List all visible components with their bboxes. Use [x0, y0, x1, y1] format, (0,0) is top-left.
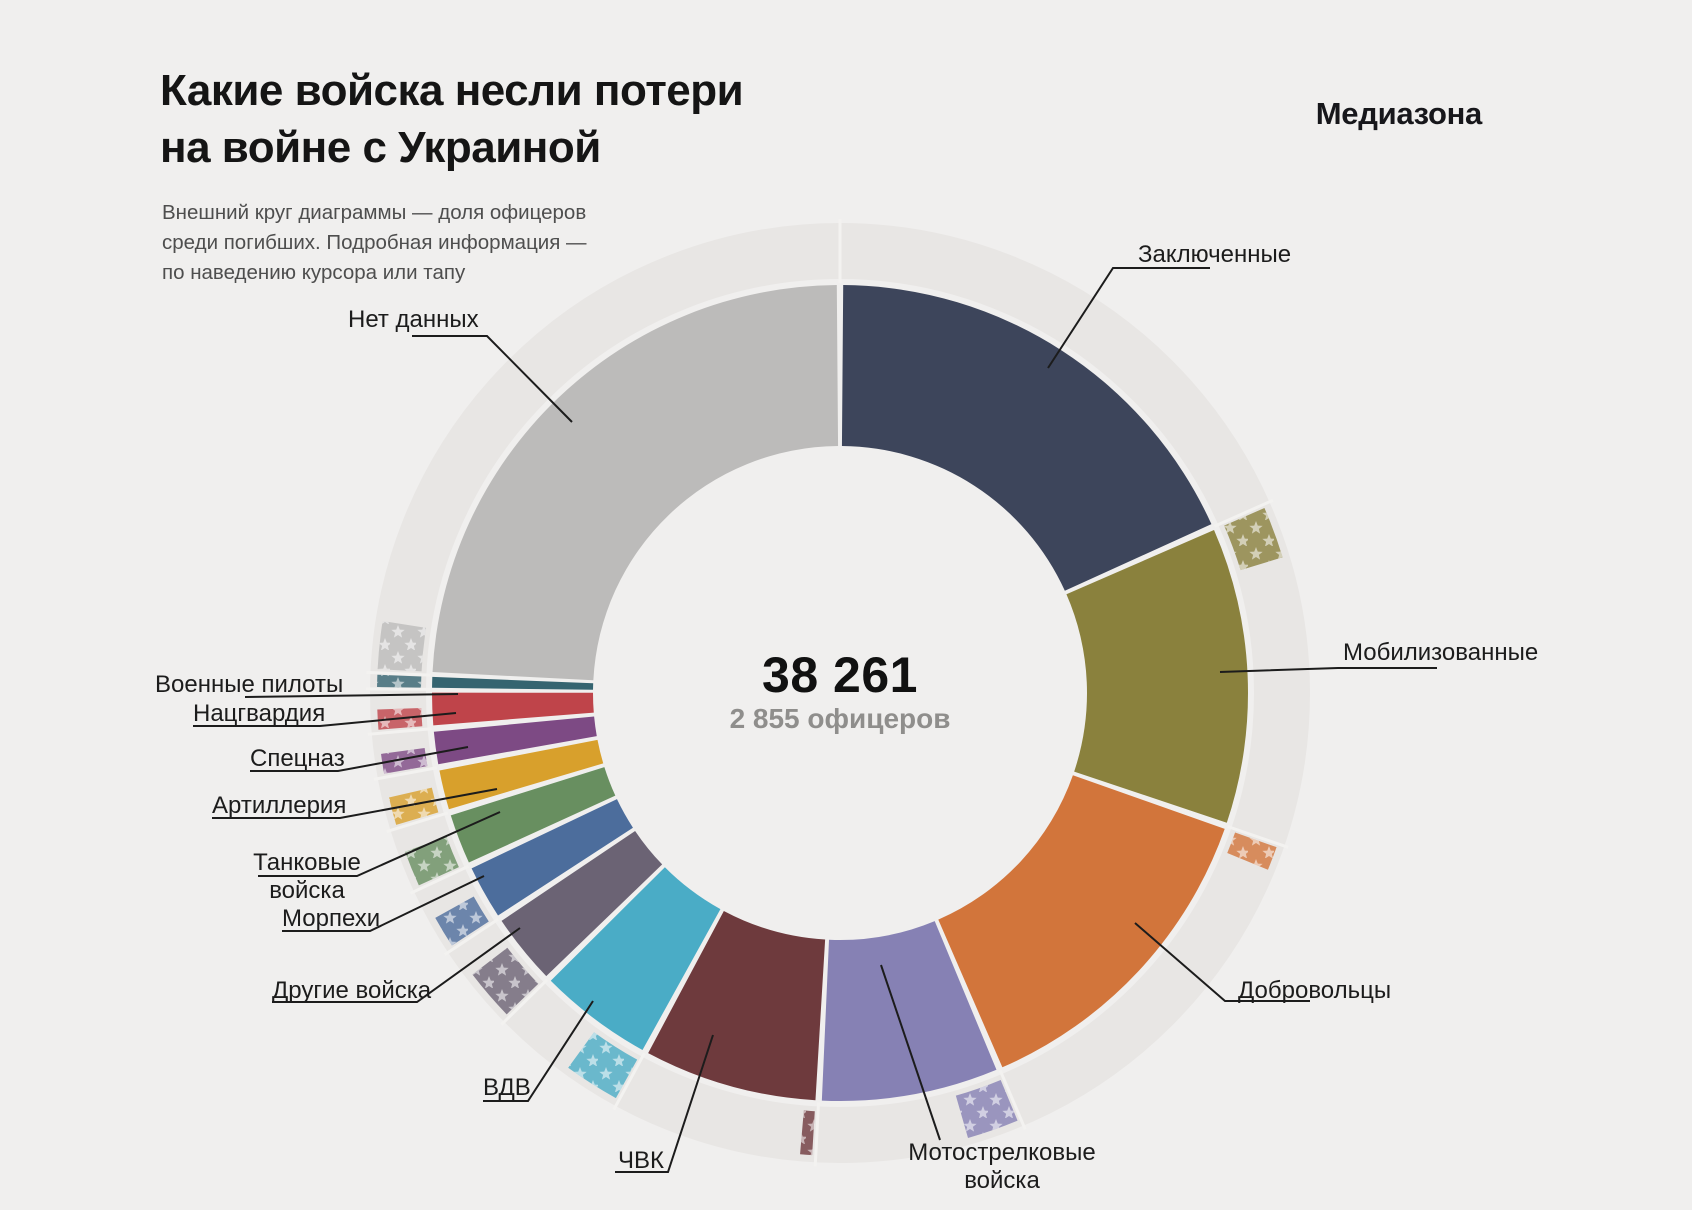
pointer-военные-пилоты [244, 693, 459, 698]
track-separator [366, 670, 431, 677]
pointer-нет-данных [412, 335, 573, 423]
label-мотострелковые-войска-line2: войска [964, 1167, 1040, 1194]
officer-ring-track [366, 219, 1310, 1167]
pointer-артиллерия [212, 788, 498, 819]
page-title: Какие войска несли потери на войне с Укр… [160, 62, 744, 176]
label-нацгвардия: Нацгвардия [193, 700, 325, 727]
segment-военные-пилоты[interactable] [432, 676, 594, 690]
pointer-мотострелковые-войска [880, 964, 941, 1141]
track-separator [1227, 825, 1289, 849]
chart-subtitle: Внешний круг диаграммы — доля офицеров с… [162, 198, 587, 288]
segment-другие-войска[interactable] [501, 830, 663, 977]
label-мотострелковые-войска-line1: Мотострелковые [908, 1139, 1096, 1166]
track-separator [373, 766, 438, 781]
track-separator [409, 864, 470, 895]
label-танковые-войска-line1: Танковые [253, 849, 361, 876]
officer-arc-stars-морпехи [435, 896, 489, 946]
total-deaths-value: 38 261 [762, 647, 918, 703]
track-separator [367, 727, 432, 736]
pointer-вдв [483, 1000, 594, 1102]
segment-нет-данных[interactable] [432, 285, 839, 681]
track-separator [443, 918, 499, 956]
segment-нацгвардия[interactable] [432, 692, 594, 726]
label-танковые-войска-line2: войска [269, 877, 345, 904]
segment-добровольцы[interactable] [938, 775, 1225, 1068]
track-separator [386, 811, 449, 834]
chart-subtitle-line1: Внешний круг диаграммы — доля офицеров [162, 201, 587, 224]
officer-arc-stars-спецназ [381, 748, 428, 774]
segment-чвк[interactable] [648, 910, 826, 1101]
officer-arc-stars-мобилизованные [1224, 508, 1283, 571]
officer-arc-stars-чвк [800, 1110, 815, 1156]
mediazona-logo: Медиазона [1315, 96, 1483, 131]
pointer-чвк [615, 1034, 714, 1173]
track-separator [366, 687, 431, 691]
officer-arc-stars-артиллерия [388, 787, 439, 825]
segment-танковые-войска[interactable] [450, 767, 616, 863]
segment-морпехи[interactable] [471, 799, 633, 916]
pointer-заключенные [1047, 267, 1210, 369]
label-вдв: ВДВ [483, 1074, 531, 1101]
track-separator [813, 1102, 821, 1167]
total-officers-value: 2 855 офицеров [729, 703, 951, 734]
pointer-танковые-войска [258, 811, 501, 877]
label-мобилизованные: Мобилизованные [1343, 639, 1538, 666]
track-separator [500, 978, 549, 1026]
chart-subtitle-line3: по наведению курсора или тапу [162, 261, 466, 284]
pointer-мобилизованные [1219, 667, 1437, 673]
label-военные-пилоты: Военные пилоты [155, 671, 343, 698]
label-pointer-lines [193, 267, 1437, 1173]
donut-segments [432, 285, 1249, 1101]
label-добровольцы: Добровольцы [1238, 977, 1391, 1004]
segment-вдв[interactable] [550, 867, 721, 1051]
segment-мотострелковые-войска[interactable] [821, 921, 997, 1101]
segment-мобилизованные[interactable] [1066, 529, 1249, 823]
officer-arc-stars-другие-войска [472, 947, 539, 1015]
chart-subtitle-line2: среди погибших. Подробная информация — [162, 231, 587, 254]
officer-arc-stars-мотострелковые-войска [955, 1079, 1018, 1138]
label-заключенные: Заключенные [1138, 241, 1291, 268]
pointer-нацгвардия [193, 712, 457, 727]
officer-arc-stars-добровольцы [1227, 832, 1277, 870]
segment-заключенные[interactable] [841, 285, 1212, 591]
segment-labels: Заключенные Мобилизованные Добровольцы Мото… [155, 241, 1538, 1194]
label-спецназ: Спецназ [250, 745, 345, 772]
track-separator [612, 1052, 646, 1111]
pointer-спецназ [250, 746, 469, 772]
pointer-другие-войска [272, 927, 521, 1003]
label-морпехи: Морпехи [282, 905, 380, 932]
label-чвк: ЧВК [618, 1147, 664, 1174]
page-title-line1: Какие войска несли потери [160, 66, 744, 115]
segment-спецназ[interactable] [433, 716, 597, 765]
officer-arc-stars-нет-данных [377, 620, 427, 672]
page-title-line2: на войне с Украиной [160, 123, 601, 172]
officer-arc-stars-вдв [568, 1032, 638, 1099]
officer-arc-stars-военные-пилоты [377, 674, 422, 688]
pointer-морпехи [282, 875, 485, 932]
track-separator [1213, 498, 1274, 528]
track-separator [998, 1069, 1027, 1130]
label-другие-войска: Другие войска [272, 977, 432, 1004]
pointer-добровольцы [1134, 922, 1310, 1002]
label-артиллерия: Артиллерия [212, 792, 346, 819]
label-нет-данных: Нет данных [348, 306, 479, 333]
